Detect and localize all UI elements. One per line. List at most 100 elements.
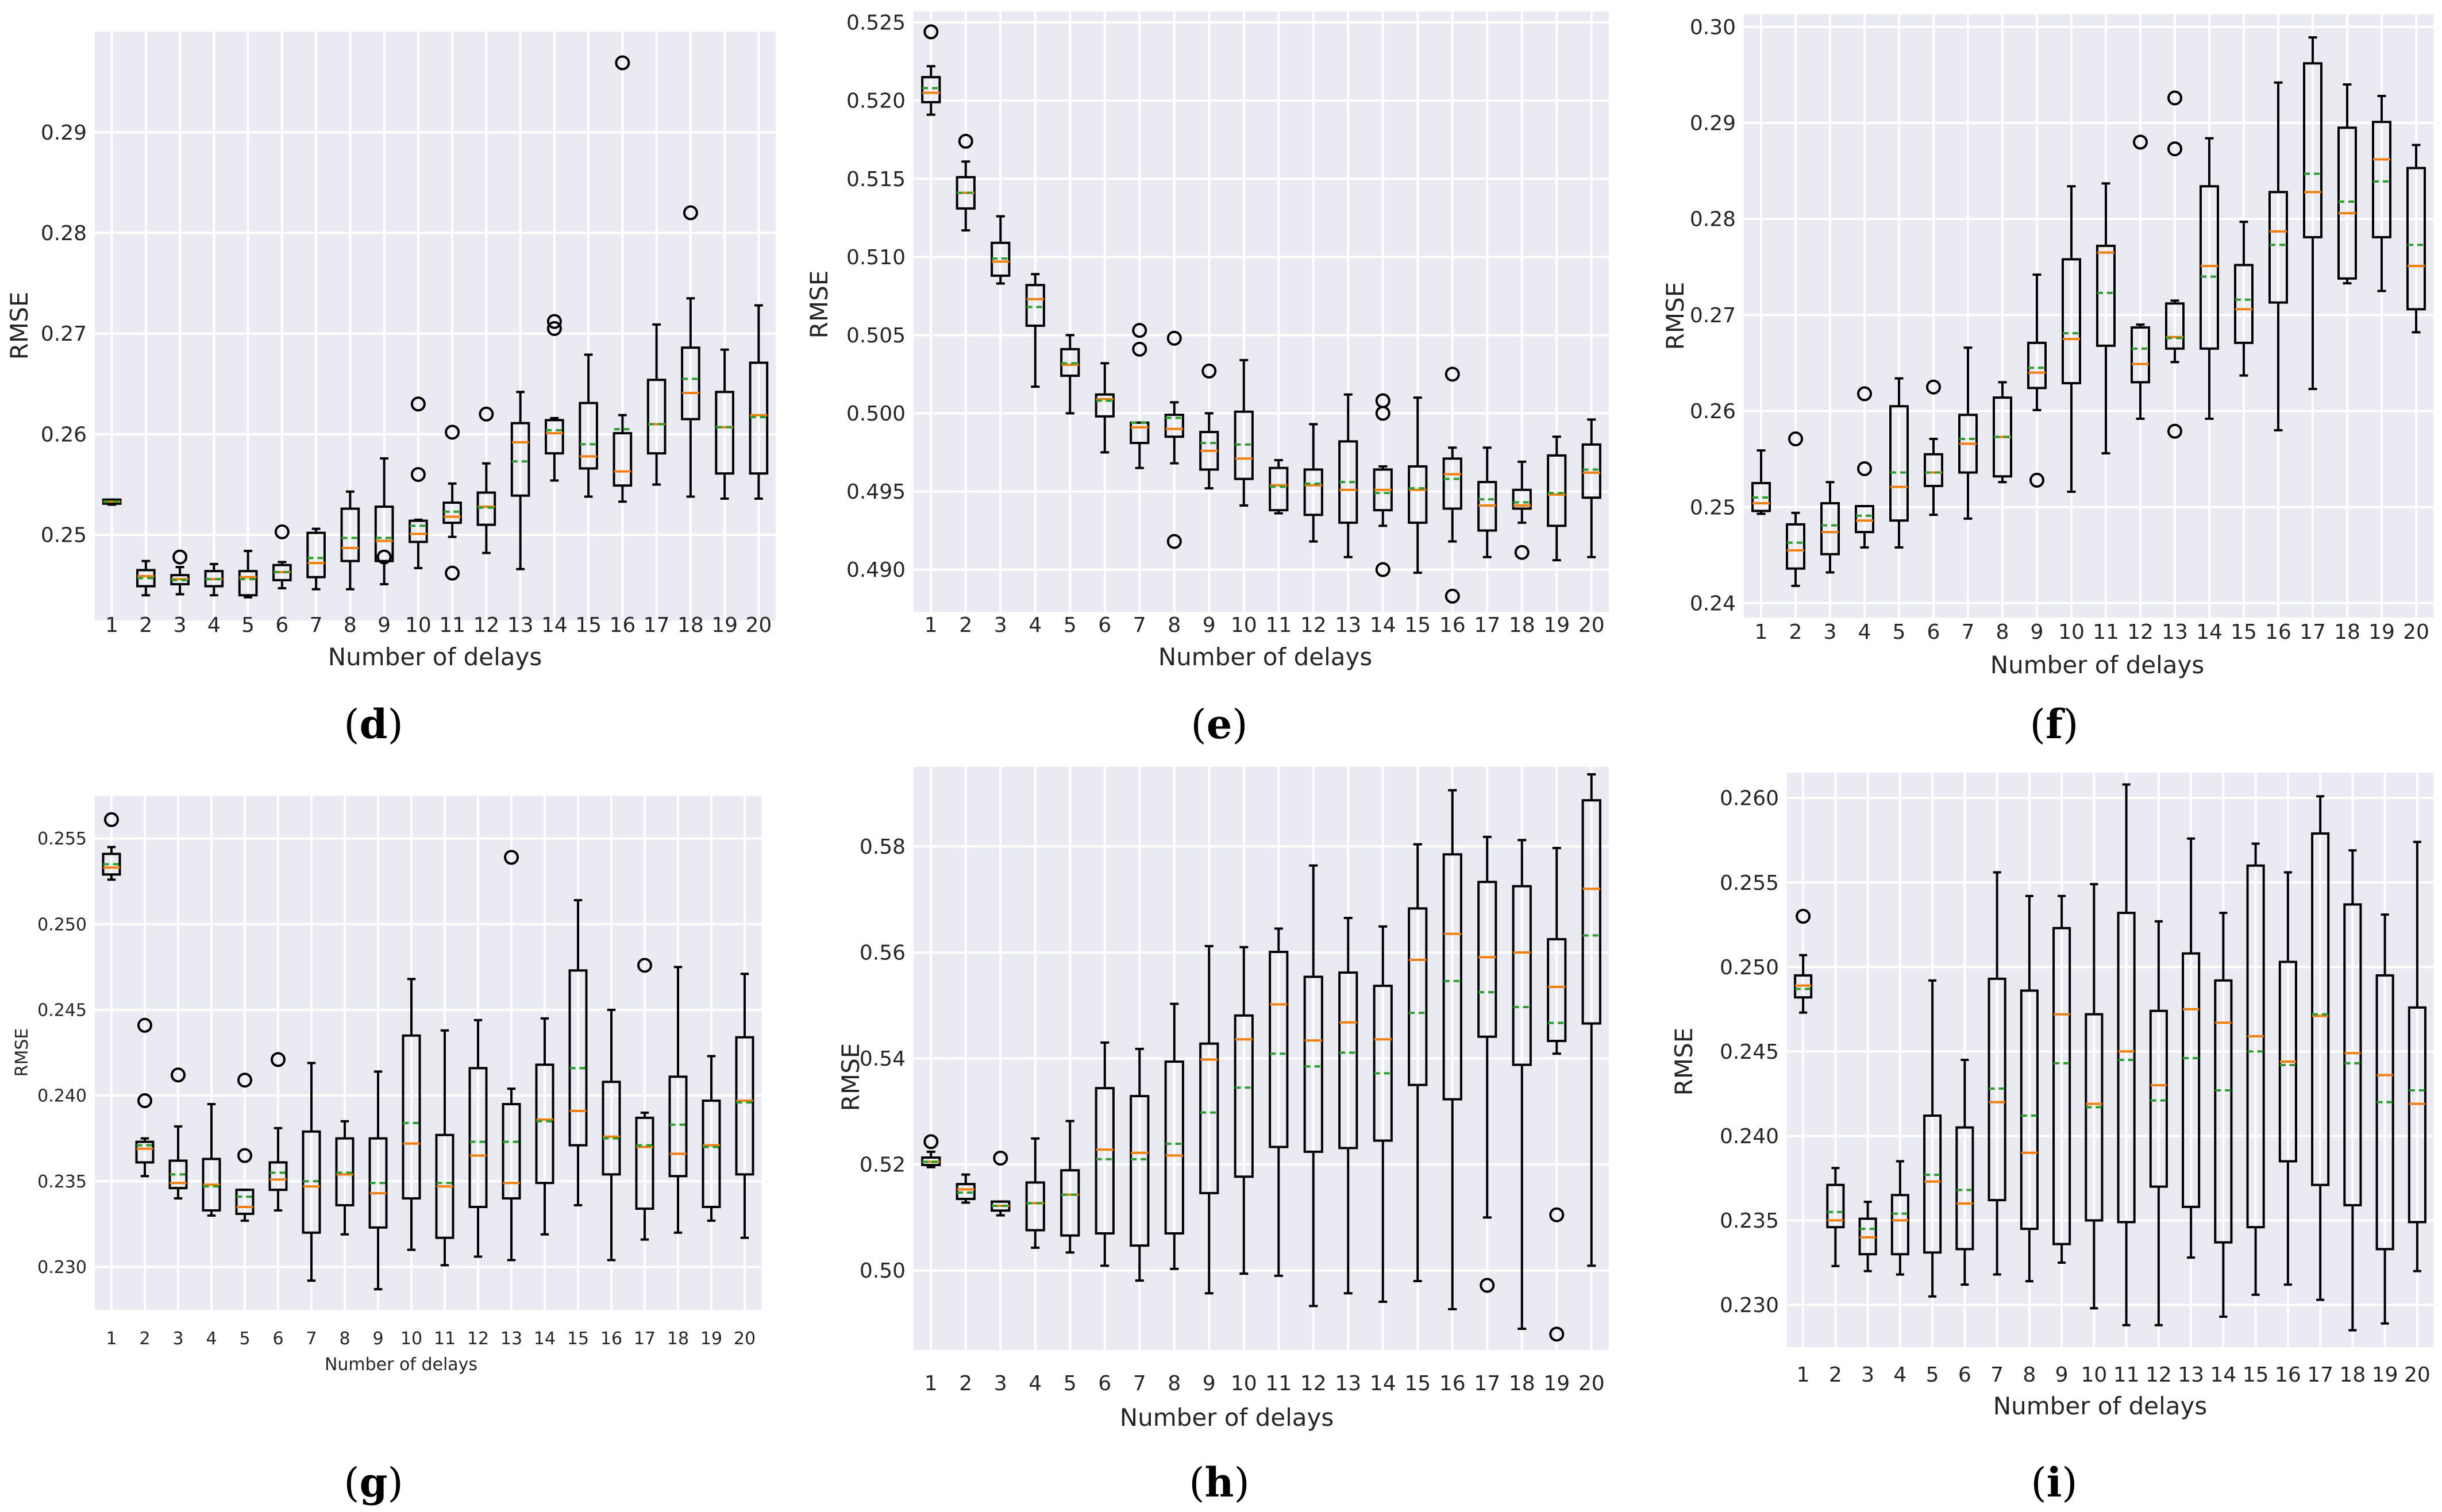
box-body <box>306 531 326 578</box>
y-ticks-d: 0.25 0.26 0.27 0.28 0.29 <box>41 121 87 547</box>
box-body <box>2182 952 2201 1208</box>
x-tick-label: 5 <box>1926 1363 1939 1387</box>
y-tick-label: 0.58 <box>860 835 906 859</box>
outlier-point <box>1514 545 1530 560</box>
x-tick-label: 18 <box>1509 1372 1535 1395</box>
box-13 <box>1338 393 1358 558</box>
box-2 <box>136 560 156 597</box>
x-tick-label: 1 <box>105 614 118 637</box>
box-12 <box>2131 134 2150 420</box>
x-tick-label: 7 <box>1990 1363 2004 1387</box>
y-ticks-f: 0.24 0.25 0.26 0.27 0.28 0.29 0.30 <box>1690 16 1736 615</box>
x-tick-label: 11 <box>434 1329 456 1349</box>
x-ticks-d: 1 2 3 4 5 6 7 8 9 10 11 12 13 14 15 16 17 18 19 20 <box>105 614 772 637</box>
x-tick-label: 15 <box>2231 620 2257 644</box>
box-body <box>1923 1114 1942 1254</box>
y-tick-label: 0.505 <box>846 324 906 348</box>
y-tick-label: 0.27 <box>1690 304 1736 327</box>
x-tick-label: 5 <box>239 1329 250 1349</box>
box-20 <box>2406 144 2426 334</box>
x-tick-label: 20 <box>1578 1372 1605 1395</box>
x-tick-label: 6 <box>1927 620 1940 644</box>
box-body <box>1234 1014 1254 1178</box>
box-body <box>646 379 667 455</box>
x-tick-label: 17 <box>644 614 670 637</box>
box-12 <box>1303 423 1323 543</box>
y-ticks-g: 0.230 0.235 0.240 0.245 0.250 0.255 <box>37 829 87 1278</box>
x-tick-label: 2 <box>139 614 152 637</box>
box-body <box>1547 938 1567 1043</box>
caption-h: (h) <box>1189 1459 1250 1506</box>
y-axis-label-h: RMSE <box>837 1043 865 1112</box>
y-tick-label: 0.25 <box>41 524 87 547</box>
x-tick-label: 1 <box>925 614 938 637</box>
x-tick-label: 9 <box>378 614 391 637</box>
x-tick-label: 13 <box>1335 614 1361 637</box>
x-tick-label: 13 <box>2162 620 2188 644</box>
box-body <box>238 570 258 597</box>
outlier-point <box>237 1148 252 1163</box>
outlier-point <box>1549 1207 1565 1222</box>
box-11 <box>2096 182 2116 455</box>
outlier-point <box>637 958 652 973</box>
box-12 <box>1303 864 1323 1307</box>
box-15 <box>2246 842 2265 1296</box>
box-4 <box>1025 1137 1045 1249</box>
x-tick-label: 10 <box>1231 1372 1257 1395</box>
box-body <box>1512 885 1532 1066</box>
boxes-i <box>1794 783 2426 1332</box>
outlier-point <box>171 1067 186 1083</box>
box-body <box>1512 488 1532 510</box>
box-2 <box>1786 431 1805 587</box>
x-tick-label: 19 <box>700 1329 722 1349</box>
x-tick-label: 5 <box>1064 614 1077 637</box>
box-body <box>735 1036 754 1176</box>
x-tick-label: 20 <box>2404 1363 2431 1387</box>
box-body <box>1547 454 1567 527</box>
box-body <box>340 507 360 562</box>
y-tick-label: 0.235 <box>1720 1209 1779 1233</box>
box-16 <box>1442 789 1462 1310</box>
box-7 <box>302 1062 321 1282</box>
box-7 <box>306 527 326 591</box>
y-tick-label: 0.26 <box>1690 400 1736 423</box>
box-20 <box>735 973 754 1239</box>
box-5 <box>235 1073 255 1222</box>
x-tick-label: 8 <box>2023 1363 2036 1387</box>
caption-letter-e: e <box>1207 700 1232 748</box>
x-tick-label: 6 <box>1098 614 1111 637</box>
box-4 <box>1025 273 1045 388</box>
outlier-point <box>923 24 939 40</box>
y-axis-label-g: RMSE <box>12 1028 32 1077</box>
outlier-point <box>2167 90 2182 106</box>
box-body <box>579 402 598 470</box>
boxes-e <box>921 24 1601 604</box>
box-17 <box>1477 835 1497 1293</box>
box-12 <box>476 406 496 554</box>
x-tick-label: 2 <box>1789 620 1802 644</box>
outlier-point <box>271 1052 286 1067</box>
box-19 <box>2372 95 2391 292</box>
box-6 <box>268 1052 288 1212</box>
box-body <box>1373 985 1393 1142</box>
outlier-point <box>1926 379 1941 395</box>
box-body <box>2337 126 2357 280</box>
outlier-point <box>1375 393 1391 408</box>
y-tick-label: 0.26 <box>41 423 87 446</box>
box-15 <box>568 898 588 1207</box>
box-6 <box>1924 379 1943 516</box>
caption-g: (g) <box>344 1459 403 1506</box>
box-10 <box>1234 358 1254 507</box>
box-6 <box>1955 1059 1974 1286</box>
box-body <box>2149 1009 2168 1188</box>
y-tick-label: 0.27 <box>41 322 87 346</box>
outlier-point <box>2029 472 2044 488</box>
box-14 <box>535 1017 554 1236</box>
caption-letter-f: f <box>2046 700 2065 748</box>
box-5 <box>1060 1120 1080 1254</box>
box-body <box>2303 62 2322 238</box>
x-tick-label: 10 <box>2081 1363 2107 1387</box>
y-tick-label: 0.24 <box>1690 592 1736 616</box>
box-15 <box>579 353 598 498</box>
outlier-point <box>615 55 630 71</box>
